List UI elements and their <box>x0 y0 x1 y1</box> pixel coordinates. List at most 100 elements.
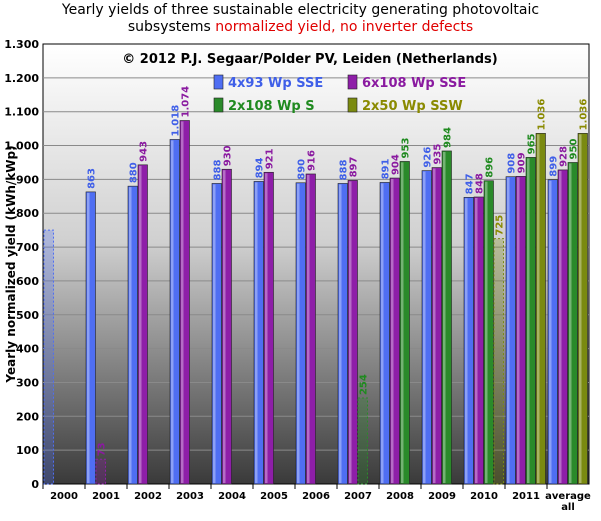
data-label: 943 <box>139 141 150 162</box>
data-label: 916 <box>307 150 318 171</box>
bar-highlight <box>475 197 478 483</box>
bar-highlight <box>537 134 540 483</box>
x-tick-label: 2005 <box>260 491 288 502</box>
y-tick-label: 400 <box>16 343 39 356</box>
data-label: 965 <box>527 133 538 154</box>
bar <box>431 167 442 485</box>
data-label: 897 <box>349 156 360 177</box>
bar <box>525 157 536 485</box>
bar <box>547 179 558 485</box>
data-label: 909 <box>517 152 528 173</box>
bar <box>515 176 526 485</box>
data-label: 880 <box>129 162 140 183</box>
bar-highlight <box>549 180 552 483</box>
data-label: 899 <box>549 156 560 177</box>
chart-title-line-1: Yearly yields of three sustainable elect… <box>61 2 540 18</box>
bar-highlight <box>307 174 310 483</box>
data-label: 984 <box>443 127 454 148</box>
data-label: 930 <box>223 145 234 166</box>
data-label: 725 <box>495 215 506 236</box>
bar <box>505 176 516 485</box>
bar-highlight <box>527 158 530 483</box>
data-label: 908 <box>507 153 518 174</box>
x-tick-label: 2006 <box>302 491 330 502</box>
bar <box>221 168 232 485</box>
chart-title-red-part: normalized yield, no inverter defects <box>215 19 474 35</box>
bar <box>253 181 264 485</box>
y-tick-label: 900 <box>16 173 39 186</box>
bar <box>337 183 348 485</box>
x-tick-label: 2001 <box>92 491 120 502</box>
y-tick-label: 200 <box>16 410 39 423</box>
bar-highlight <box>213 184 216 483</box>
data-label: 847 <box>465 173 476 194</box>
legend-swatch <box>213 97 224 113</box>
x-tick-label: 2000 <box>50 491 78 502</box>
copyright-note: © 2012 P.J. Segaar/Polder PV, Leiden (Ne… <box>122 52 497 67</box>
bars <box>43 120 588 485</box>
data-label: 863 <box>87 168 98 189</box>
legend-label: 4x93 Wp SSE <box>228 76 323 91</box>
bar-highlight <box>517 177 520 484</box>
x-tick-label: all <box>561 502 575 513</box>
data-label: 1.018 <box>171 105 182 137</box>
x-tick-label: 2004 <box>218 491 246 502</box>
bar-highlight <box>443 151 446 483</box>
bar-highlight <box>129 187 132 483</box>
legend-swatch <box>347 97 358 113</box>
bar <box>379 182 390 485</box>
partial-year-bar <box>43 229 54 485</box>
data-label: 254 <box>359 374 370 395</box>
bar <box>211 183 222 485</box>
bar-highlight <box>349 181 352 483</box>
axes: 0 100 200 300 400 500 600 700 800 900 1.000 1.100 1.… <box>4 38 591 513</box>
legend-swatch <box>213 74 224 90</box>
bar-highlight <box>171 140 174 483</box>
y-tick-label: 700 <box>16 241 39 254</box>
bar <box>421 170 432 485</box>
partial-year-bar <box>357 397 368 485</box>
bar-highlight <box>391 179 394 483</box>
bar <box>179 120 190 485</box>
y-tick-label: 500 <box>16 309 39 322</box>
x-tick-label: 2007 <box>344 491 372 502</box>
bar <box>389 177 400 485</box>
x-tick-label: 2010 <box>470 491 498 502</box>
legend-swatch <box>347 74 358 90</box>
data-label: 935 <box>433 144 444 165</box>
y-tick-label: 800 <box>16 207 39 220</box>
bar-highlight <box>579 134 582 483</box>
bar <box>85 191 96 485</box>
data-label: 921 <box>265 148 276 169</box>
x-tick-label: 2011 <box>512 491 540 502</box>
bar <box>169 139 180 485</box>
bar-highlight <box>381 183 384 483</box>
bar-highlight <box>181 121 184 483</box>
data-label: 953 <box>401 138 412 159</box>
data-label: 848 <box>475 173 486 194</box>
bar <box>137 164 148 485</box>
y-tick-label: 1.200 <box>4 72 39 85</box>
bar-highlight <box>569 163 572 483</box>
legend: 4x93 Wp SSE 6x108 Wp SSE 2x108 Wp S 2x50 Wp… <box>213 74 466 114</box>
data-label: 888 <box>213 160 224 181</box>
x-tick-label: 2009 <box>428 491 456 502</box>
bar-highlight <box>559 170 562 483</box>
data-label: 891 <box>381 159 392 180</box>
bar <box>305 173 316 485</box>
data-label: 888 <box>339 160 350 181</box>
bar-highlight <box>297 183 300 483</box>
chart-title-black-part: subsystems <box>127 19 216 35</box>
bar-highlight <box>87 192 90 483</box>
partial-year-bar <box>493 238 504 485</box>
y-tick-label: 0 <box>31 478 39 491</box>
x-tick-label: 2008 <box>386 491 414 502</box>
bar <box>295 182 306 485</box>
bar-highlight <box>465 198 468 484</box>
bar <box>567 162 578 485</box>
data-label: 896 <box>485 157 496 178</box>
bar <box>577 133 588 485</box>
legend-label: 2x50 Wp SSW <box>362 99 463 114</box>
